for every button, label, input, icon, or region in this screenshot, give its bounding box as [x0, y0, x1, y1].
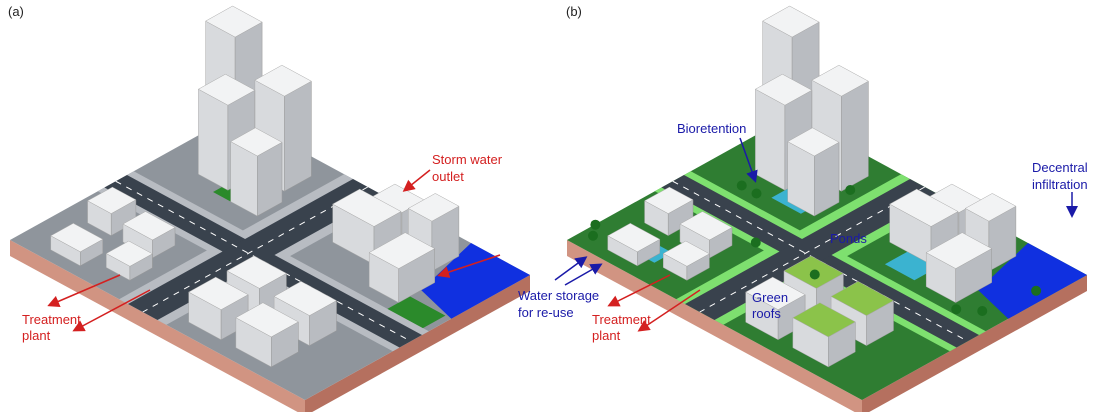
annotation: Ponds — [830, 231, 867, 246]
tree — [737, 181, 747, 191]
annotation: Treatment — [22, 312, 81, 327]
tree — [588, 231, 598, 241]
building-side — [841, 81, 868, 191]
tree — [590, 220, 600, 230]
annotation: Storm water — [432, 152, 503, 167]
tree — [845, 185, 855, 195]
building-side — [198, 89, 228, 190]
tree — [752, 189, 762, 199]
annotation: plant — [592, 328, 621, 343]
annotation: Green — [752, 290, 788, 305]
annotation: Bioretention — [677, 121, 746, 136]
panel-label: (b) — [566, 4, 582, 19]
tree — [977, 306, 987, 316]
annotation: Treatment — [592, 312, 651, 327]
arrow — [405, 170, 430, 190]
building-side — [755, 89, 785, 190]
tree — [951, 304, 961, 314]
annotation: for re-use — [518, 305, 574, 320]
annotation: outlet — [432, 169, 464, 184]
figure: (a) Storm water outlet Treatment plant (… — [0, 0, 1109, 412]
annotation: plant — [22, 328, 51, 343]
annotation: Water storage — [518, 288, 599, 303]
tree — [1031, 286, 1041, 296]
annotation: roofs — [752, 306, 781, 321]
annotation: infiltration — [1032, 177, 1088, 192]
panel-label: (a) — [8, 4, 24, 19]
panel-b — [567, 6, 1087, 412]
tree — [810, 270, 820, 280]
building-side — [284, 81, 311, 191]
panel-a — [10, 6, 530, 412]
annotation: Decentral — [1032, 160, 1088, 175]
tree — [751, 238, 761, 248]
